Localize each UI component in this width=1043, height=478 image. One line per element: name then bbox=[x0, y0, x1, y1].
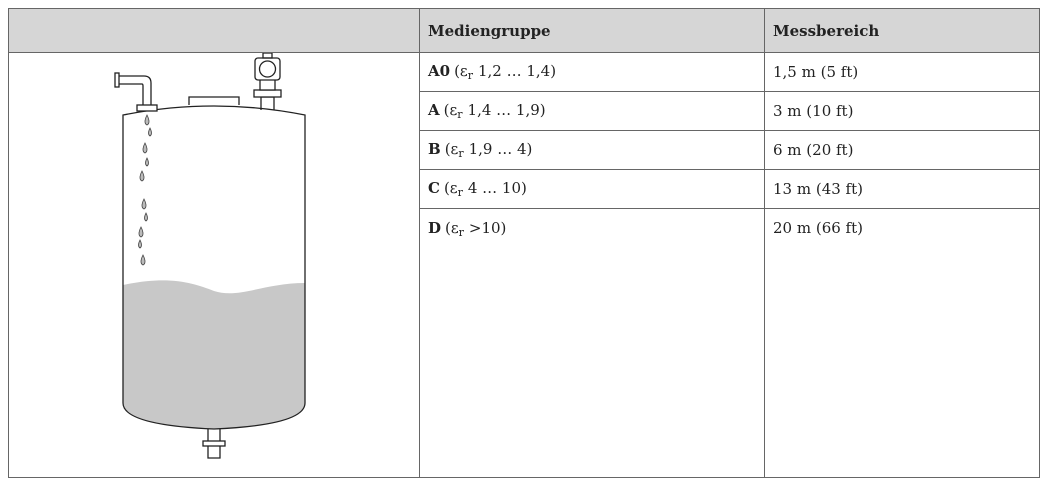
measuring-range-cell: 20 m (66 ft) bbox=[764, 208, 1040, 478]
table-row: A0 (εr 1,2 … 1,4) 1,5 m (5 ft) bbox=[8, 52, 1040, 478]
dielectric-range: 1,4 … 1,9) bbox=[467, 101, 546, 119]
table-row: C (εr 4 … 10) 13 m (43 ft) bbox=[9, 169, 1040, 209]
measuring-range-cell: 13 m (43 ft) bbox=[764, 169, 1040, 209]
measuring-range-cell: 1,5 m (5 ft) bbox=[764, 52, 1040, 92]
measuring-range-cell: 6 m (20 ft) bbox=[764, 130, 1040, 170]
dielectric-subscript: r bbox=[458, 226, 464, 239]
media-group-cell: C (εr 4 … 10) bbox=[419, 169, 765, 209]
media-table: Mediengruppe Messbereich A0 (εr 1,2 … 1,4)… bbox=[8, 8, 1040, 478]
dielectric-subscript: r bbox=[467, 69, 473, 82]
group-code: C bbox=[428, 179, 440, 197]
table-row: B (εr 1,9 … 4) 6 m (20 ft) bbox=[9, 130, 1040, 170]
group-code: B bbox=[428, 140, 441, 158]
measuring-range: 3 m (10 ft) bbox=[773, 102, 854, 120]
header-cell bbox=[8, 8, 420, 53]
tank-illustration bbox=[114, 53, 306, 459]
table-row: D (εr >10) 20 m (66 ft) bbox=[9, 208, 1040, 478]
group-code: A0 bbox=[428, 62, 451, 80]
measuring-range: 6 m (20 ft) bbox=[773, 141, 854, 159]
dielectric-subscript: r bbox=[457, 186, 463, 199]
media-group-cell: B (εr 1,9 … 4) bbox=[419, 130, 765, 170]
group-code: A bbox=[428, 101, 440, 119]
dielectric-subscript: r bbox=[458, 147, 464, 160]
media-group-cell: A0 (εr 1,2 … 1,4) bbox=[419, 52, 765, 92]
dielectric-symbol: (ε bbox=[443, 101, 458, 119]
header-cell: Mediengruppe bbox=[419, 8, 765, 53]
dielectric-range: >10) bbox=[468, 219, 507, 237]
measuring-range: 1,5 m (5 ft) bbox=[773, 63, 859, 81]
table-body: A0 (εr 1,2 … 1,4) 1,5 m (5 ft) A (εr 1,4 … 1,9… bbox=[8, 52, 1040, 478]
dielectric-range: 1,9 … 4) bbox=[468, 140, 533, 158]
image-cell bbox=[8, 52, 420, 478]
dielectric-symbol: (ε bbox=[444, 140, 459, 158]
dielectric-range: 1,2 … 1,4) bbox=[477, 62, 557, 80]
measuring-range: 13 m (43 ft) bbox=[773, 180, 863, 198]
dielectric-symbol: (ε bbox=[445, 219, 459, 237]
media-group-cell: A (εr 1,4 … 1,9) bbox=[419, 91, 765, 131]
dielectric-range: 4 … 10) bbox=[467, 179, 527, 197]
measuring-range: 20 m (66 ft) bbox=[773, 219, 863, 237]
measuring-range-cell: 3 m (10 ft) bbox=[764, 91, 1040, 131]
dielectric-symbol: (ε bbox=[454, 62, 468, 80]
media-group-cell: D (εr >10) bbox=[419, 208, 765, 478]
header-cell: Messbereich bbox=[764, 8, 1040, 53]
header-row: Mediengruppe Messbereich bbox=[8, 8, 1040, 53]
group-code: D bbox=[428, 219, 442, 237]
dielectric-symbol: (ε bbox=[443, 179, 458, 197]
dielectric-subscript: r bbox=[457, 108, 463, 121]
